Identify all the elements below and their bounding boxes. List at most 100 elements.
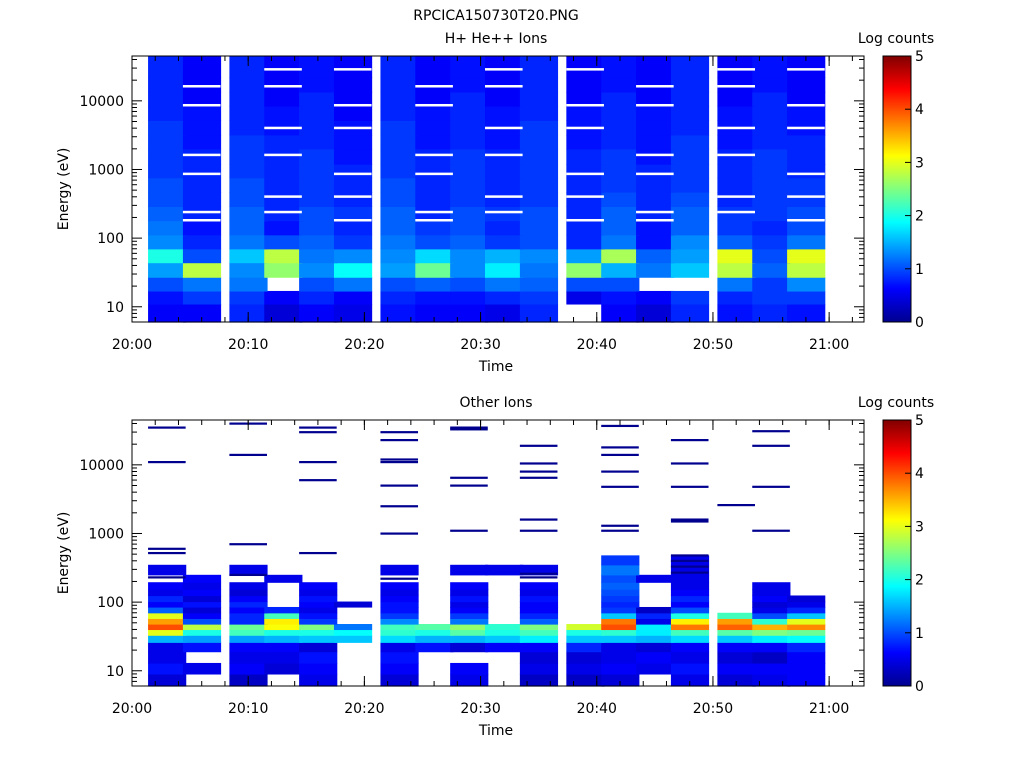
heatmap-cell <box>182 148 222 165</box>
heatmap-cell <box>299 106 338 121</box>
heatmap-cell <box>148 618 187 625</box>
sparse-count-line <box>601 446 639 449</box>
heatmap-cell <box>670 662 710 675</box>
heatmap-cell <box>485 262 524 278</box>
heatmap-cell <box>566 191 605 207</box>
heatmap-cell <box>485 191 524 207</box>
sparse-count-line <box>601 470 639 473</box>
heatmap-cell <box>182 582 222 590</box>
colorbar-tick-label: 0 <box>915 315 924 331</box>
heatmap-cell <box>148 220 187 236</box>
heatmap-cell <box>519 618 559 625</box>
data-gap-line <box>717 68 755 71</box>
heatmap-cell <box>670 606 710 614</box>
sparse-count-line <box>380 439 419 442</box>
heatmap-cell <box>519 77 559 93</box>
heatmap-cell <box>229 206 268 222</box>
heatmap-cell <box>299 148 338 165</box>
heatmap-cell <box>485 248 524 264</box>
heatmap-cell <box>519 91 559 107</box>
heatmap-cell <box>485 290 524 305</box>
heatmap-cell <box>229 177 268 193</box>
heatmap-cell <box>450 77 489 93</box>
heatmap-cell <box>450 120 489 136</box>
data-gap-line <box>333 218 372 222</box>
heatmap-cell <box>566 277 605 292</box>
heatmap-cell <box>148 177 187 193</box>
heatmap-cell <box>717 177 756 193</box>
heatmap-cell <box>415 220 454 236</box>
heatmap-cell <box>485 134 524 150</box>
heatmap-cell <box>333 629 373 636</box>
heatmap-cell <box>148 148 187 165</box>
heatmap-cell <box>182 601 222 608</box>
heatmap-cell <box>566 177 605 193</box>
heatmap-cell <box>148 277 187 292</box>
heatmap-cell <box>229 606 268 614</box>
heatmap-cell <box>182 164 222 179</box>
x-tick-label: 21:00 <box>809 701 849 717</box>
heatmap-cell <box>485 164 524 179</box>
heatmap-cell <box>380 164 419 179</box>
heatmap-cell <box>380 564 419 576</box>
heatmap-cell <box>519 106 559 121</box>
heatmap-cell <box>299 290 338 305</box>
heatmap-cell <box>752 589 791 597</box>
heatmap-cell <box>670 618 710 625</box>
data-gap-line <box>636 172 674 176</box>
heatmap-cell <box>380 601 419 608</box>
y-axis-label: Energy (eV) <box>56 148 72 231</box>
data-gap-line <box>333 126 372 130</box>
heatmap-cell <box>415 177 454 193</box>
heatmap-cell <box>601 248 640 264</box>
heatmap-cell <box>752 120 791 136</box>
sparse-count-line <box>299 426 337 429</box>
panel-title: Other Ions <box>459 395 532 411</box>
heatmap-cell <box>485 177 524 193</box>
heatmap-cell <box>717 635 756 643</box>
x-tick-label: 20:40 <box>577 701 617 717</box>
heatmap-cell <box>148 191 187 207</box>
heatmap-cell <box>333 148 373 165</box>
heatmap-cell <box>752 618 791 625</box>
heatmap-cell <box>333 303 373 323</box>
heatmap-cell <box>752 56 791 78</box>
heatmap-cell <box>264 148 303 165</box>
heatmap-cell <box>670 303 710 323</box>
heatmap-cell <box>601 303 640 323</box>
heatmap-cell <box>229 582 268 590</box>
heatmap-cell <box>380 303 419 323</box>
heatmap-cell <box>148 601 187 608</box>
heatmap-cell <box>264 56 303 78</box>
heatmap-cell <box>264 303 303 323</box>
heatmap-cell <box>299 673 338 687</box>
sparse-count-line <box>670 518 709 521</box>
sparse-count-line <box>380 505 419 508</box>
heatmap-cell <box>229 595 268 603</box>
heatmap-cell <box>264 206 303 222</box>
sparse-count-line <box>670 462 709 465</box>
heatmap-cell <box>415 629 454 636</box>
heatmap-cell <box>299 303 338 323</box>
heatmap-cell <box>182 220 222 236</box>
data-gap-line <box>264 210 302 214</box>
x-axis-label: Time <box>478 723 513 739</box>
heatmap-cell <box>148 564 187 576</box>
heatmap-cell <box>670 206 710 222</box>
heatmap-cell <box>717 106 756 121</box>
heatmap-cell <box>380 612 419 619</box>
panel-h-he-ions: H+ He++ Ions 20:00 20:10 20:20 20:30 20:40 20… <box>56 31 934 375</box>
heatmap-cell <box>415 148 454 165</box>
heatmap-cell <box>566 624 605 631</box>
heatmap-cell <box>229 618 268 625</box>
sparse-count-line <box>670 559 709 562</box>
heatmap-cell <box>450 582 489 590</box>
heatmap-cell <box>601 120 640 136</box>
heatmap-cell <box>519 606 559 614</box>
heatmap-cell <box>333 234 373 250</box>
data-gap-line <box>566 172 604 176</box>
heatmap-cell <box>182 134 222 150</box>
x-tick-label: 20:40 <box>577 337 617 353</box>
sparse-count-line <box>519 529 558 532</box>
